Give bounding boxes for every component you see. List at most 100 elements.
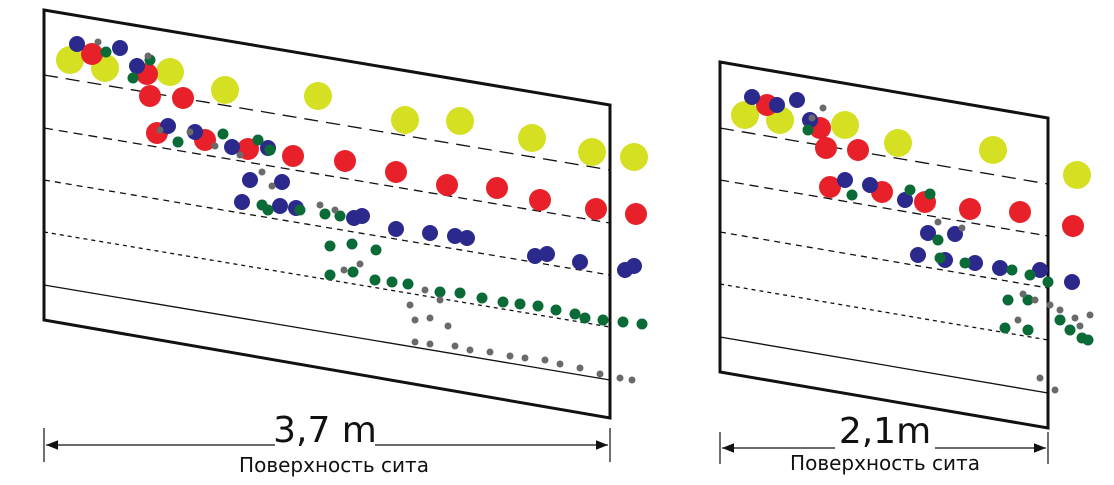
fine-particle [264,144,276,156]
small-particle [422,225,438,241]
small-particle [862,177,878,193]
fine-particle [1002,294,1014,306]
medium-particle [436,174,458,196]
medium-particle [819,176,841,198]
fine-particle [217,128,229,140]
medium-particle [486,177,508,199]
medium-particle [815,137,837,159]
dust-particle [1031,296,1039,304]
small-particle [527,248,543,264]
small-particle [388,221,404,237]
layer-line [719,336,1049,394]
small-particle [69,36,85,52]
small-particle [910,247,926,263]
large-particle [211,76,239,104]
caption: Поверхность сита [790,451,980,475]
large-particle [979,136,1007,164]
dust-particle [596,370,604,378]
dust-particle [258,168,266,176]
fine-particle [334,210,346,222]
fine-particle [1022,294,1034,306]
fine-particle [924,188,936,200]
fine-particle [934,252,946,264]
small-particle [626,258,642,274]
dust-particle [426,340,434,348]
small-particle [947,226,963,242]
caption: Поверхность сита [239,453,429,477]
label-bg [835,420,935,450]
small-particle [187,124,203,140]
dust-particle [268,182,276,190]
fine-particle [514,298,526,310]
small-particle [272,198,288,214]
dust-particle [426,314,434,322]
fine-particle [127,72,139,84]
dust-particle [1056,306,1064,314]
small-particle [744,89,760,105]
large-particle [578,138,606,166]
medium-particle [282,145,304,167]
dust-particle [541,356,549,364]
dust-particle [94,38,102,46]
medium-particle [81,43,103,65]
medium-particle [959,198,981,220]
medium-particle [529,189,551,211]
dust-particle [1076,322,1084,330]
fine-particle [1042,276,1054,288]
medium-particle [625,203,647,225]
small-particle [112,40,128,56]
dust-particle [451,342,459,350]
fine-particle [579,312,591,324]
layer-line [43,127,611,224]
small-particle [234,194,250,210]
small-particle [242,172,258,188]
dust-particle [356,260,364,268]
fine-particle [1022,324,1034,336]
length-label: 2,1m [839,411,931,452]
fine-particle [476,292,488,304]
dust-particle [556,360,564,368]
fine-particle [1064,324,1076,336]
dust-particle [616,374,624,382]
dust-particle [1046,301,1054,309]
dust-particle [1086,311,1094,319]
fine-particle [617,316,629,328]
fine-particle [1024,269,1036,281]
screen-frame [718,60,1050,430]
dust-particle [506,352,514,360]
large-particle [304,82,332,110]
medium-particle [334,150,356,172]
large-particle [518,124,546,152]
small-particle [992,260,1008,276]
dust-particle [1019,290,1027,298]
fine-particle [959,257,971,269]
dust-particle [186,128,194,136]
large-particle [884,129,912,157]
large-particle [831,111,859,139]
dust-particle [236,151,244,159]
label-bg [275,418,375,448]
dust-particle [576,364,584,372]
fine-particle [532,300,544,312]
fine-particle [252,134,264,146]
small-particle [1064,274,1080,290]
fine-particle [324,269,336,281]
length-label: 3,7 m [273,410,377,451]
small-particle [354,208,370,224]
medium-particle [1062,215,1084,237]
medium-particle [139,85,161,107]
layer-line [719,283,1049,341]
fine-particle [434,286,446,298]
screen-frame [42,8,612,420]
layer-line [43,284,611,381]
dust-particle [466,346,474,354]
fine-particle [636,318,648,330]
fine-particle [569,308,581,320]
dust-particle [486,348,494,356]
layer-line [43,179,611,276]
small-particle [447,228,463,244]
medium-particle [385,161,407,183]
small-particle [967,255,983,271]
medium-particle [847,139,869,161]
